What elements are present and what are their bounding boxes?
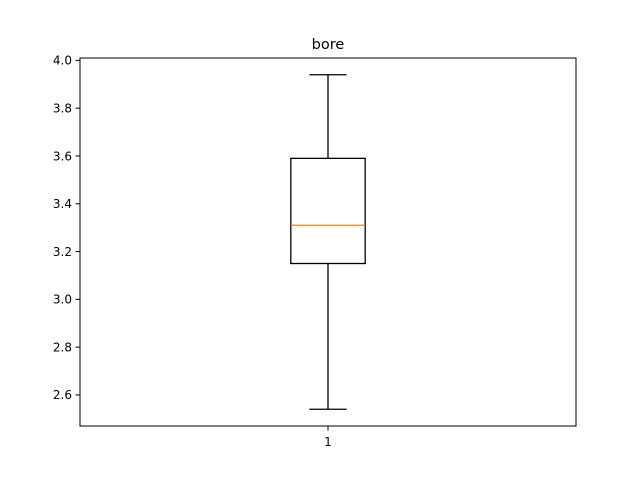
y-tick-label: 3.0 [53,293,72,307]
y-tick-label: 3.2 [53,245,72,259]
y-tick-label: 3.6 [53,149,72,163]
y-tick-label: 3.8 [53,101,72,115]
y-tick-label: 3.4 [53,197,72,211]
x-axis: 1 [324,426,332,449]
box-iqr [290,157,366,265]
x-tick-label: 1 [324,435,332,449]
y-axis: 2.6 2.8 3.0 3.2 3.4 3.6 3.8 4.0 [53,54,80,402]
chart-title: bore [312,37,345,53]
y-tick-label: 2.8 [53,340,72,354]
box-group [290,74,366,410]
y-tick-label: 4.0 [53,54,72,68]
plot-area [79,57,577,427]
y-tick-label: 2.6 [53,388,72,402]
